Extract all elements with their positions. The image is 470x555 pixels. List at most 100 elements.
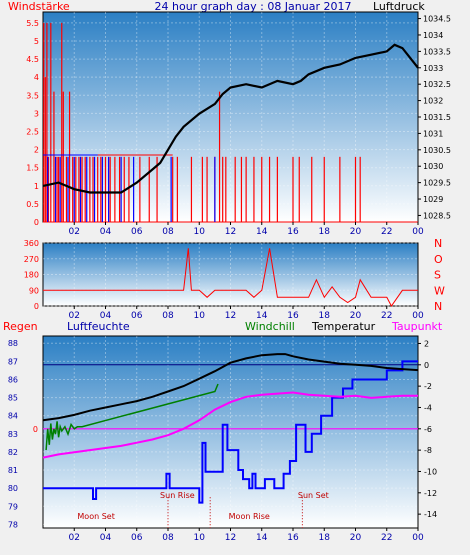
x-tick-label: 12 bbox=[225, 227, 236, 237]
x-tick-label: 20 bbox=[350, 533, 362, 543]
x-tick-label: 10 bbox=[194, 227, 206, 237]
y-right-tick-label: -14 bbox=[424, 510, 437, 519]
x-tick-label: 14 bbox=[256, 533, 268, 543]
y-right-tick-label: -2 bbox=[424, 382, 432, 391]
y-left-tick-label: 82 bbox=[8, 448, 18, 457]
compass-label: N bbox=[434, 237, 442, 250]
y-right-tick-label: 1033.5 bbox=[423, 47, 451, 56]
y-left-tick-label: 85 bbox=[8, 394, 18, 403]
pressure-line bbox=[42, 43, 419, 194]
y-left-tick-label: 2 bbox=[34, 146, 39, 155]
x-tick-label: 00 bbox=[412, 533, 424, 543]
x-tick-label: 12 bbox=[225, 311, 236, 321]
y-left-tick-label: 2.5 bbox=[26, 127, 39, 136]
x-tick-label: 18 bbox=[319, 533, 331, 543]
y-left-tick-label: 84 bbox=[8, 412, 18, 421]
y-right-tick-label: -10 bbox=[424, 467, 437, 476]
x-tick-label: 06 bbox=[131, 533, 143, 543]
temperature-line bbox=[42, 353, 419, 422]
y-right-tick-label: 1030 bbox=[423, 162, 443, 171]
windchill-line bbox=[45, 383, 219, 451]
x-tick-label: 08 bbox=[162, 227, 174, 237]
y-left-tick-label: 0 bbox=[34, 302, 39, 311]
x-tick-label: 20 bbox=[350, 227, 362, 237]
y-left-tick-label: 5 bbox=[34, 37, 39, 46]
x-tick-label: 16 bbox=[287, 311, 299, 321]
y-left-tick-label: 4 bbox=[34, 73, 39, 82]
x-tick-label: 20 bbox=[350, 311, 362, 321]
right-axis-title: Luftdruck bbox=[373, 0, 425, 13]
humidity-label: Luftfeuchte bbox=[67, 320, 130, 333]
y-left-tick-label: 81 bbox=[8, 466, 18, 475]
moon-rise-label: Moon Rise bbox=[229, 512, 270, 521]
y-right-tick-label: 1031 bbox=[423, 129, 443, 138]
y-right-tick-label: 1031.5 bbox=[423, 113, 451, 122]
y-right-tick-label: -12 bbox=[424, 489, 437, 498]
x-tick-label: 06 bbox=[131, 227, 143, 237]
compass-label: S bbox=[434, 269, 441, 282]
regen-label: Regen bbox=[3, 320, 38, 333]
y-left-tick-label: 180 bbox=[24, 271, 39, 280]
x-tick-label: 08 bbox=[162, 533, 174, 543]
dewpoint-label: Taupunkt bbox=[391, 320, 443, 333]
y-left-tick-label: 1 bbox=[34, 182, 39, 191]
x-tick-label: 14 bbox=[256, 311, 268, 321]
y-right-tick-label: 0 bbox=[424, 361, 429, 370]
x-tick-label: 00 bbox=[412, 311, 424, 321]
y-right-tick-label: 1030.5 bbox=[423, 146, 451, 155]
y-left-tick-label: 79 bbox=[8, 502, 18, 511]
y-left-tick-label: 4.5 bbox=[26, 55, 39, 64]
y-left-tick-label: 88 bbox=[8, 339, 18, 348]
y-right-tick-label: 1032 bbox=[423, 97, 443, 106]
y-right-tick-label: 1028.5 bbox=[423, 211, 451, 220]
plot-area bbox=[42, 335, 419, 529]
y-right-tick-label: 2 bbox=[424, 339, 429, 348]
y-left-tick-label: 5.5 bbox=[26, 19, 39, 28]
compass-label: O bbox=[434, 253, 443, 266]
panel-temperature-humidity: Regen Luftfeuchte Windchill Temperatur Taupu… bbox=[3, 320, 443, 543]
y-right-tick-label: -8 bbox=[424, 446, 432, 455]
x-tick-label: 06 bbox=[131, 311, 143, 321]
y-left-tick-label: 87 bbox=[8, 357, 18, 366]
compass-label: N bbox=[434, 300, 442, 313]
x-tick-label: 18 bbox=[319, 311, 331, 321]
y-right-tick-label: 1034.5 bbox=[423, 15, 451, 24]
y-right-tick-label: 1033 bbox=[423, 64, 443, 73]
x-tick-label: 22 bbox=[381, 311, 392, 321]
sun-rise-label: Sun Rise bbox=[160, 491, 195, 500]
x-tick-label: 10 bbox=[194, 311, 206, 321]
y-left-tick-label: 3 bbox=[34, 109, 39, 118]
x-tick-label: 04 bbox=[100, 533, 112, 543]
x-tick-label: 16 bbox=[287, 533, 299, 543]
x-tick-label: 14 bbox=[256, 227, 268, 237]
sun-set-label: Sun Set bbox=[298, 491, 329, 500]
y-left-tick-label: 83 bbox=[8, 430, 18, 439]
x-tick-label: 18 bbox=[319, 227, 331, 237]
y-right-tick-label: -4 bbox=[424, 403, 432, 412]
y-right-tick-label: 1032.5 bbox=[423, 80, 451, 89]
x-tick-label: 12 bbox=[225, 533, 236, 543]
y-left-tick-label: 86 bbox=[8, 375, 18, 384]
left-axis-title: Windstärke bbox=[8, 0, 70, 13]
x-tick-label: 00 bbox=[412, 227, 424, 237]
y-right-tick-label: 1034 bbox=[423, 31, 443, 40]
regen-zero-label: 0 bbox=[33, 425, 38, 434]
y-right-tick-label: 1029.5 bbox=[423, 179, 451, 188]
x-tick-label: 08 bbox=[162, 311, 174, 321]
x-tick-label: 16 bbox=[287, 227, 299, 237]
x-tick-label: 02 bbox=[69, 311, 80, 321]
temperature-label: Temperatur bbox=[311, 320, 376, 333]
x-tick-label: 04 bbox=[100, 311, 112, 321]
wind-direction-line bbox=[43, 248, 418, 307]
dewpoint-line bbox=[42, 391, 418, 459]
humidity-line bbox=[43, 360, 418, 504]
y-right-tick-label: 1029 bbox=[423, 195, 443, 204]
y-left-tick-label: 90 bbox=[29, 286, 39, 295]
moon-set-label: Moon Set bbox=[77, 512, 114, 521]
windchill-label: Windchill bbox=[245, 320, 295, 333]
y-left-tick-label: 1.5 bbox=[26, 164, 39, 173]
y-left-tick-label: 80 bbox=[8, 484, 18, 493]
chart-title: 24 hour graph day : 08 Januar 2017 bbox=[155, 0, 352, 13]
